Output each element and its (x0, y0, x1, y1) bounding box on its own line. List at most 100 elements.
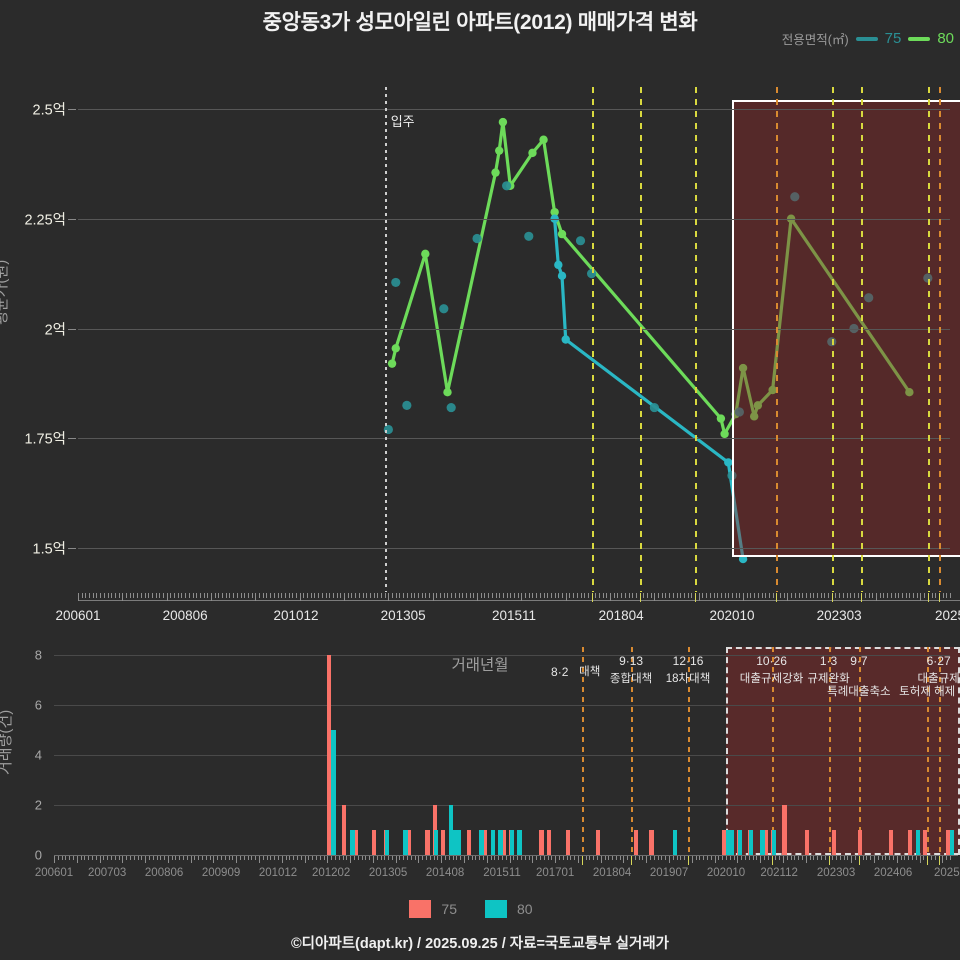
price-x-tick (432, 593, 434, 601)
volume-x-tick (410, 856, 412, 860)
volume-x-tick (171, 856, 173, 860)
price-x-tick-label: 201012 (273, 608, 319, 623)
volume-y-axis-label: 거래량(건) (0, 709, 14, 775)
volume-x-tick (684, 856, 686, 860)
price-x-tick (340, 593, 342, 598)
volume-x-tick (403, 856, 405, 860)
legend-caption: 전용면적(㎡) (781, 33, 849, 47)
volume-x-tick (593, 856, 595, 860)
volume-x-tick (612, 856, 614, 860)
volume-x-tick (532, 856, 534, 863)
price-x-tick (491, 593, 493, 598)
volume-x-tick (502, 856, 503, 860)
price-x-tick (820, 593, 822, 598)
price-x-tick (787, 593, 789, 601)
price-policy-line (938, 87, 941, 592)
price-x-tick (406, 593, 408, 598)
price-x-tick (222, 593, 224, 598)
price-x-tick (192, 593, 194, 598)
price-x-tick (768, 593, 770, 598)
volume-bar (916, 830, 921, 855)
price-x-tick (469, 593, 471, 598)
price-x-tick (429, 593, 431, 598)
volume-x-tick (741, 856, 743, 860)
volume-x-tick (65, 856, 67, 860)
volume-x-tick (186, 856, 188, 860)
volume-x-policy-tick (858, 856, 860, 865)
price-x-tick (554, 593, 556, 598)
volume-x-tick (270, 856, 272, 860)
price-x-tick (314, 593, 316, 598)
volume-x-tick (589, 856, 591, 860)
legend-swatch-75 (855, 36, 878, 41)
price-x-tick (746, 593, 748, 598)
price-x-tick (299, 593, 301, 601)
volume-x-policy-tick (927, 856, 929, 865)
volume-x-tick-label: 201408 (425, 867, 465, 879)
volume-x-tick (923, 856, 925, 860)
price-x-tick (791, 593, 793, 598)
volume-x-tick (695, 856, 697, 860)
volume-x-tick (152, 856, 154, 860)
price-x-tick (118, 593, 120, 598)
price-x-tick-label: 202303 (816, 608, 862, 623)
price-x-tick (325, 593, 327, 598)
price-x-tick (166, 593, 168, 601)
volume-x-tick (851, 856, 853, 863)
volume-x-tick (296, 856, 298, 860)
volume-x-tick (509, 856, 511, 863)
volume-x-tick (722, 856, 724, 860)
price-x-tick (159, 593, 161, 598)
price-x-tick (499, 593, 501, 598)
volume-x-tick (456, 856, 458, 860)
volume-x-tick (836, 856, 838, 860)
volume-x-tick (798, 856, 800, 860)
volume-x-tick (179, 856, 181, 860)
volume-y-tick-label: 4 (34, 747, 42, 763)
volume-x-tick (813, 856, 815, 860)
volume-x-tick (710, 856, 712, 860)
price-x-tick (351, 593, 353, 598)
price-x-tick (318, 593, 320, 598)
price-x-tick (521, 593, 523, 601)
volume-x-tick (570, 856, 572, 860)
volume-x-tick (407, 856, 409, 860)
price-x-policy-tick (776, 593, 778, 602)
price-x-tick (162, 593, 164, 598)
price-x-tick (410, 593, 412, 598)
price-x-tick (155, 593, 157, 598)
volume-x-tick (167, 856, 169, 863)
price-x-tick (380, 593, 382, 598)
volume-x-tick (908, 856, 910, 860)
volume-x-tick (680, 856, 682, 860)
volume-x-axis-rule (54, 855, 958, 856)
price-x-tick (362, 593, 364, 598)
volume-x-tick (338, 856, 340, 860)
price-x-tick (133, 593, 135, 598)
volume-x-tick (289, 856, 291, 860)
price-x-tick (706, 593, 708, 598)
price-x-tick-label: 200806 (162, 608, 208, 623)
price-x-tick (617, 593, 619, 598)
occupancy-label: 입주 (390, 114, 415, 129)
price-x-tick (151, 593, 153, 598)
volume-annotation-date: 6·27 (926, 654, 951, 668)
price-x-policy-tick (938, 593, 940, 602)
price-x-tick (96, 593, 98, 598)
price-x-tick-label: 201511 (491, 608, 537, 623)
volume-x-tick (505, 856, 507, 860)
volume-x-tick (805, 856, 807, 863)
volume-bar (805, 830, 810, 855)
volume-x-tick (137, 856, 139, 860)
volume-x-tick (205, 856, 207, 860)
volume-x-tick-label: 201305 (368, 867, 408, 879)
volume-bar (950, 830, 955, 855)
price-gridline (78, 218, 950, 220)
price-x-tick (170, 593, 172, 598)
price-x-tick (181, 593, 183, 598)
price-x-tick (103, 593, 105, 598)
volume-x-tick (642, 856, 644, 860)
volume-x-tick (372, 856, 374, 863)
price-x-tick (247, 593, 249, 598)
volume-x-tick (479, 856, 481, 860)
